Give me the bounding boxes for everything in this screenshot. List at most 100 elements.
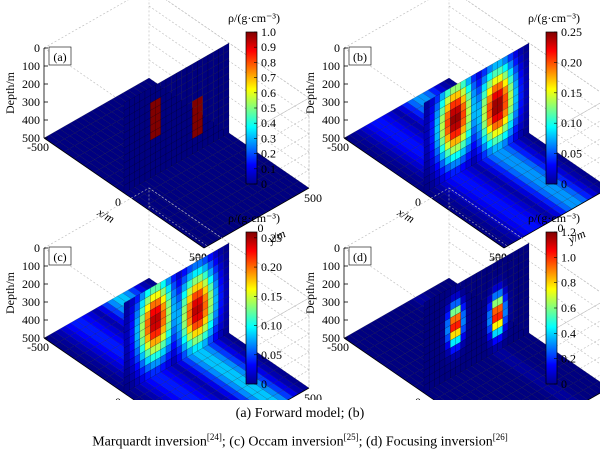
depth-tick-label: 0 <box>34 241 40 255</box>
back-pane-rear <box>503 302 600 400</box>
caption-text-2c: ; (d) Focusing inversion <box>358 434 493 450</box>
caption-ref-24: [24] <box>206 432 222 442</box>
x-tick-label: -500 <box>27 340 49 354</box>
slice-cell <box>526 394 541 400</box>
colorbar-tick-label: 0.10 <box>561 116 582 130</box>
x-tick-label: 0 <box>115 195 121 209</box>
depth-tick-label: 0 <box>34 41 40 55</box>
colorbar-tick-label: 0.05 <box>561 147 582 161</box>
colorbar-tick-label: 0.5 <box>261 101 276 115</box>
depth-axis-label: Depth/m <box>3 71 17 114</box>
colorbar-tick-label: 0.25 <box>561 25 582 39</box>
slice-cell <box>543 398 550 400</box>
depth-tick-label: 500 <box>322 331 340 345</box>
colorbar-tick-label: 0.6 <box>261 86 276 100</box>
slice-cell <box>523 125 530 137</box>
colorbar-tick-label: 1.0 <box>261 25 276 39</box>
colorbar-tick-label: 0.20 <box>261 260 282 274</box>
panel-label: (c) <box>53 250 66 264</box>
depth-axis-label: Depth/m <box>3 271 17 314</box>
panel-label: (b) <box>353 50 367 64</box>
colorbar-tick-label: 0.9 <box>261 40 276 54</box>
slice-cell <box>139 393 154 400</box>
slice-cell <box>223 125 230 137</box>
depth-tick-label: 100 <box>22 259 40 273</box>
x-axis-line <box>43 137 205 249</box>
x-tick-label: 0 <box>115 395 121 400</box>
colorbar-tick-label: 0.8 <box>261 55 276 69</box>
slice-cell <box>177 398 183 400</box>
slice-cell <box>243 398 250 400</box>
slice-cell <box>477 398 483 400</box>
x-tick-label: -500 <box>327 140 349 154</box>
caption-text-2a: Marquardt inversion <box>92 434 207 450</box>
colorbar-tick-label: 0.05 <box>261 348 282 362</box>
slice-cell <box>572 392 589 400</box>
slice-cell <box>565 398 570 400</box>
y-tick-label: 500 <box>304 391 322 400</box>
depth-tick-label: 200 <box>22 277 40 291</box>
slice-cell <box>593 380 600 389</box>
slice-cell <box>499 399 502 400</box>
slice-cell <box>500 396 512 400</box>
depth-tick-label: 200 <box>322 77 340 91</box>
caption-text-2b: ; (c) Occam inversion <box>221 434 344 450</box>
panel-label-box <box>48 46 72 66</box>
colorbar-tick-label: 0.4 <box>561 326 576 340</box>
colorbar-tick-label: 0 <box>261 177 267 191</box>
panel-label-box <box>348 46 372 66</box>
slice-cell <box>593 180 600 189</box>
depth-tick-label: 500 <box>22 331 40 345</box>
colorbar-title: ρ/(g·cm⁻³) <box>228 211 280 225</box>
caption-ref-26: [26] <box>492 432 508 442</box>
slice-cell <box>546 395 560 400</box>
colorbar <box>545 31 558 185</box>
depth-tick-label: 500 <box>22 131 40 145</box>
slice-cell <box>567 395 579 400</box>
depth-tick-label: 0 <box>334 241 340 255</box>
chart-panel-b: 0100200300400500Depth/m-5000500x/m-50005… <box>303 0 600 265</box>
panel-label: (a) <box>53 50 66 64</box>
panel-label: (d) <box>353 250 367 264</box>
depth-tick-label: 300 <box>22 295 40 309</box>
depth-tick-label: 300 <box>322 95 340 109</box>
depth-axis-label: Depth/m <box>303 271 317 314</box>
slice-cell <box>272 392 289 400</box>
depth-axis-label: Depth/m <box>303 71 317 114</box>
depth-tick-label: 400 <box>22 113 40 127</box>
depth-tick-label: 100 <box>22 59 40 73</box>
figure-caption-line-2: Marquardt inversion[24]; (c) Occam inver… <box>0 432 600 451</box>
colorbar-tick-label: 0.7 <box>261 71 276 85</box>
slice-cell <box>433 396 445 400</box>
colorbar-tick-label: 0.8 <box>561 276 576 290</box>
slice-cell <box>523 325 530 337</box>
slice-cell <box>267 395 279 400</box>
depth-tick-label: 100 <box>322 59 340 73</box>
figure-canvas: 0100200300400500Depth/m-5000500x/m-50005… <box>3 0 600 400</box>
x-tick-label: -500 <box>327 340 349 354</box>
slice-cell <box>133 396 145 400</box>
slice-cell <box>521 397 531 400</box>
y-axis-line <box>287 387 310 400</box>
x-tick-label: -500 <box>27 140 49 154</box>
slice-cell <box>200 396 212 400</box>
colorbar-tick-label: 0.2 <box>261 147 276 161</box>
caption-ref-25: [25] <box>343 432 359 442</box>
depth-tick-label: 0 <box>334 41 340 55</box>
depth-tick-label: 200 <box>22 77 40 91</box>
chart-panel-c: 0100200300400500Depth/m-5000500x/m-50005… <box>3 187 322 400</box>
colorbar-tick-label: 0.10 <box>261 319 282 333</box>
colorbar-tick-label: 0.1 <box>261 162 276 176</box>
slice-cell <box>199 399 202 400</box>
slice-cell <box>588 183 600 195</box>
vertical-slice <box>123 42 230 194</box>
depth-tick-label: 300 <box>22 95 40 109</box>
colorbar-tick-label: 0 <box>561 377 567 391</box>
colorbar-tick-label: 0.15 <box>261 289 282 303</box>
colorbar-tick-label: 0.4 <box>261 116 276 130</box>
colorbar-tick-label: 0.15 <box>561 86 582 100</box>
x-axis-line <box>343 337 435 400</box>
depth-tick-label: 400 <box>322 113 340 127</box>
y-tick-label: 0 <box>558 221 564 235</box>
slice-cell <box>223 325 230 337</box>
